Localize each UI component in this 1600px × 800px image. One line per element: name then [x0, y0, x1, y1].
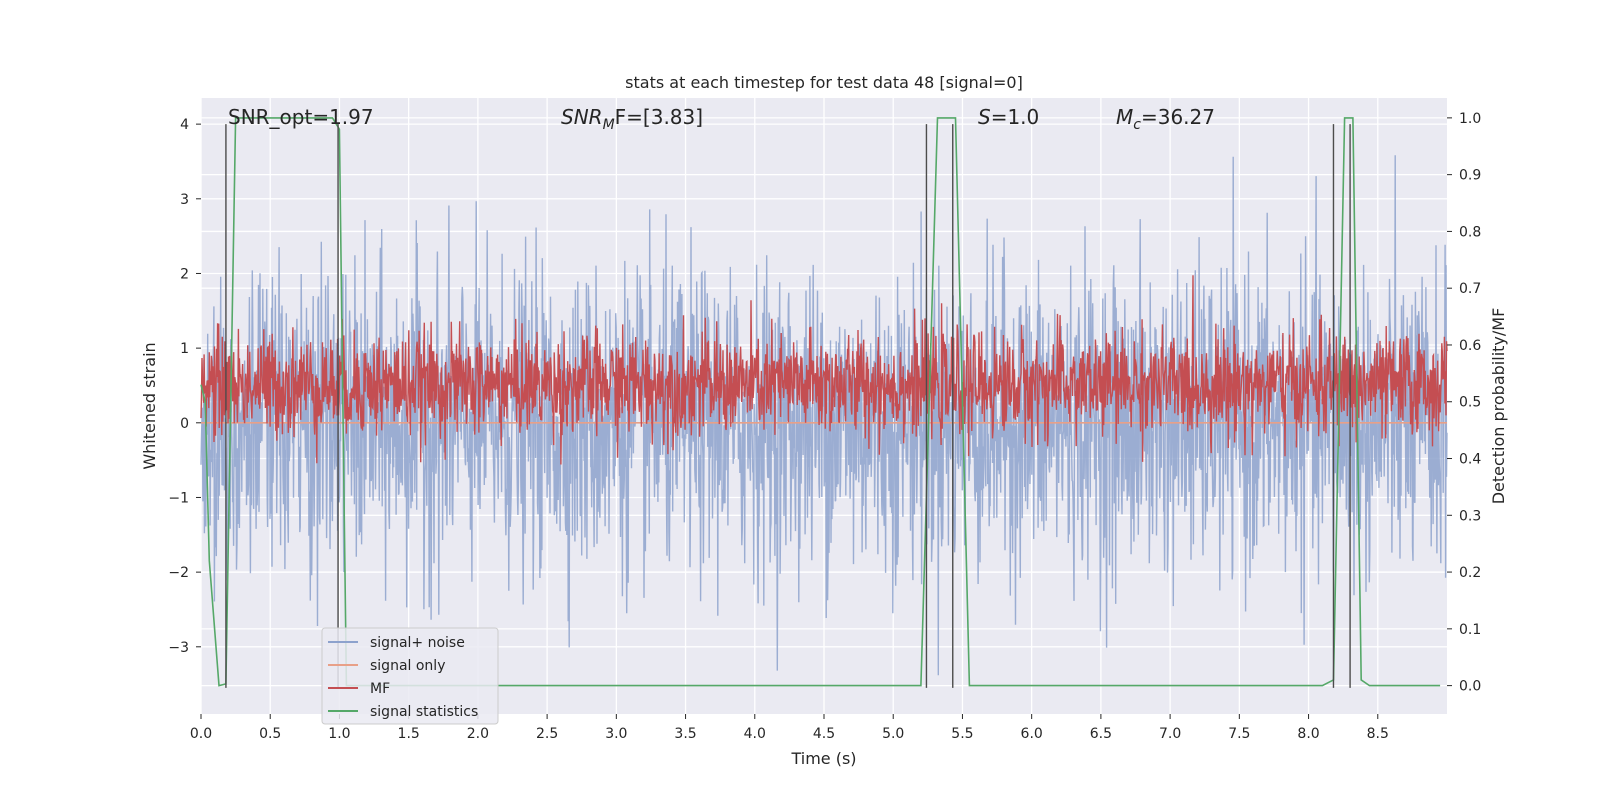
y-axis-label-left: Whitened strain: [140, 342, 159, 469]
x-tick-label: 6.5: [1090, 726, 1112, 742]
annotation-mc: Mc=36.27: [1116, 105, 1215, 133]
legend-item: MF: [328, 681, 390, 697]
annotation-mc-sub: c: [1133, 117, 1141, 133]
annotation-snr-mf-base: SNR: [561, 105, 603, 129]
x-tick-label: 5.0: [882, 726, 904, 742]
y-left-tick-label: 2: [180, 266, 189, 282]
chart-title: stats at each timestep for test data 48 …: [625, 73, 1023, 92]
y-right-tick-label: 0.2: [1459, 565, 1481, 581]
y-left-tick-label: −2: [168, 565, 189, 581]
x-tick-label: 6.0: [1021, 726, 1043, 742]
y-right-tick-label: 0.5: [1459, 395, 1481, 411]
y-left-tick-label: 4: [180, 117, 189, 133]
x-tick-label: 1.5: [398, 726, 420, 742]
x-tick-label: 2.5: [536, 726, 558, 742]
x-tick-label: 3.5: [674, 726, 696, 742]
legend-label: MF: [370, 681, 390, 697]
y-left-tick-label: 0: [180, 416, 189, 432]
annotation-snr-mf: SNRMF=[3.83]: [561, 105, 703, 133]
y-right-tick-label: 0.1: [1459, 622, 1481, 638]
x-tick-label: 7.0: [1159, 726, 1181, 742]
x-tick-label: 4.0: [744, 726, 766, 742]
legend-label: signal+ noise: [370, 635, 465, 651]
annotation-mc-var: M: [1116, 105, 1133, 129]
y-right-tick-label: 0.0: [1459, 679, 1481, 695]
legend-box: [321, 627, 499, 725]
annotation-s-var: S: [978, 105, 991, 129]
legend: signal+ noise signal only MF signal stat…: [321, 627, 499, 725]
y-left-tick-label: −3: [168, 640, 189, 656]
y-right-tick-label: 0.7: [1459, 281, 1481, 297]
x-tick-label: 1.0: [328, 726, 350, 742]
y-right-tick-label: 0.8: [1459, 224, 1481, 240]
x-axis-label: Time (s): [790, 749, 856, 768]
annotation-s: S=1.0: [978, 105, 1039, 129]
x-tick-label: 8.0: [1297, 726, 1319, 742]
y-left-tick-label: 3: [180, 192, 189, 208]
y-right-tick-label: 0.4: [1459, 452, 1481, 468]
x-tick-label: 5.5: [951, 726, 973, 742]
legend-label: signal only: [370, 658, 445, 674]
y-right-tick-label: 0.3: [1459, 508, 1481, 524]
y-axis-label-right: Detection probability/MF: [1489, 308, 1508, 505]
x-tick-label: 2.0: [467, 726, 489, 742]
x-tick-label: 0.5: [259, 726, 281, 742]
series-mf: [200, 275, 1448, 465]
y-right-tick-label: 0.6: [1459, 338, 1481, 354]
annotation-s-rest: =1.0: [991, 105, 1040, 129]
annotation-snr-mf-sub: M: [603, 117, 615, 133]
y-right-tick-label: 0.9: [1459, 168, 1481, 184]
legend-label: signal statistics: [370, 704, 478, 720]
y-left-tick-label: 1: [180, 341, 189, 357]
series-signal-statistics: [200, 117, 1441, 687]
legend-item: signal only: [328, 658, 445, 674]
x-tick-label: 7.5: [1228, 726, 1250, 742]
annotation-mc-rest: =36.27: [1141, 105, 1215, 129]
x-tick-label: 0.0: [190, 726, 212, 742]
x-tick-label: 8.5: [1367, 726, 1389, 742]
x-axis-ticks: 0.0 0.5 1.0 1.5 2.0 2.5 3.0 3.5 4.0 4.5 5.0 5.5 6.0 6…: [190, 714, 1389, 742]
legend-item: signal statistics: [328, 704, 478, 720]
y-left-tick-label: −1: [168, 490, 189, 506]
y-left-axis-ticks: −3 −2 −1 0 1 2 3 4: [168, 117, 201, 656]
x-tick-label: 3.0: [605, 726, 627, 742]
annotation-snr-opt: SNR_opt=1.97: [228, 105, 374, 129]
legend-item: signal+ noise: [328, 635, 465, 651]
y-right-tick-label: 1.0: [1459, 111, 1481, 127]
series-layer: [200, 117, 1448, 687]
marker-lines: [225, 124, 1351, 688]
x-tick-label: 4.5: [813, 726, 835, 742]
y-right-axis-ticks: 0.0 0.1 0.2 0.3 0.4 0.5 0.6 0.7 0.8 0.9 1.0: [1447, 111, 1481, 695]
annotation-snr-mf-rest: F=[3.83]: [615, 105, 703, 129]
